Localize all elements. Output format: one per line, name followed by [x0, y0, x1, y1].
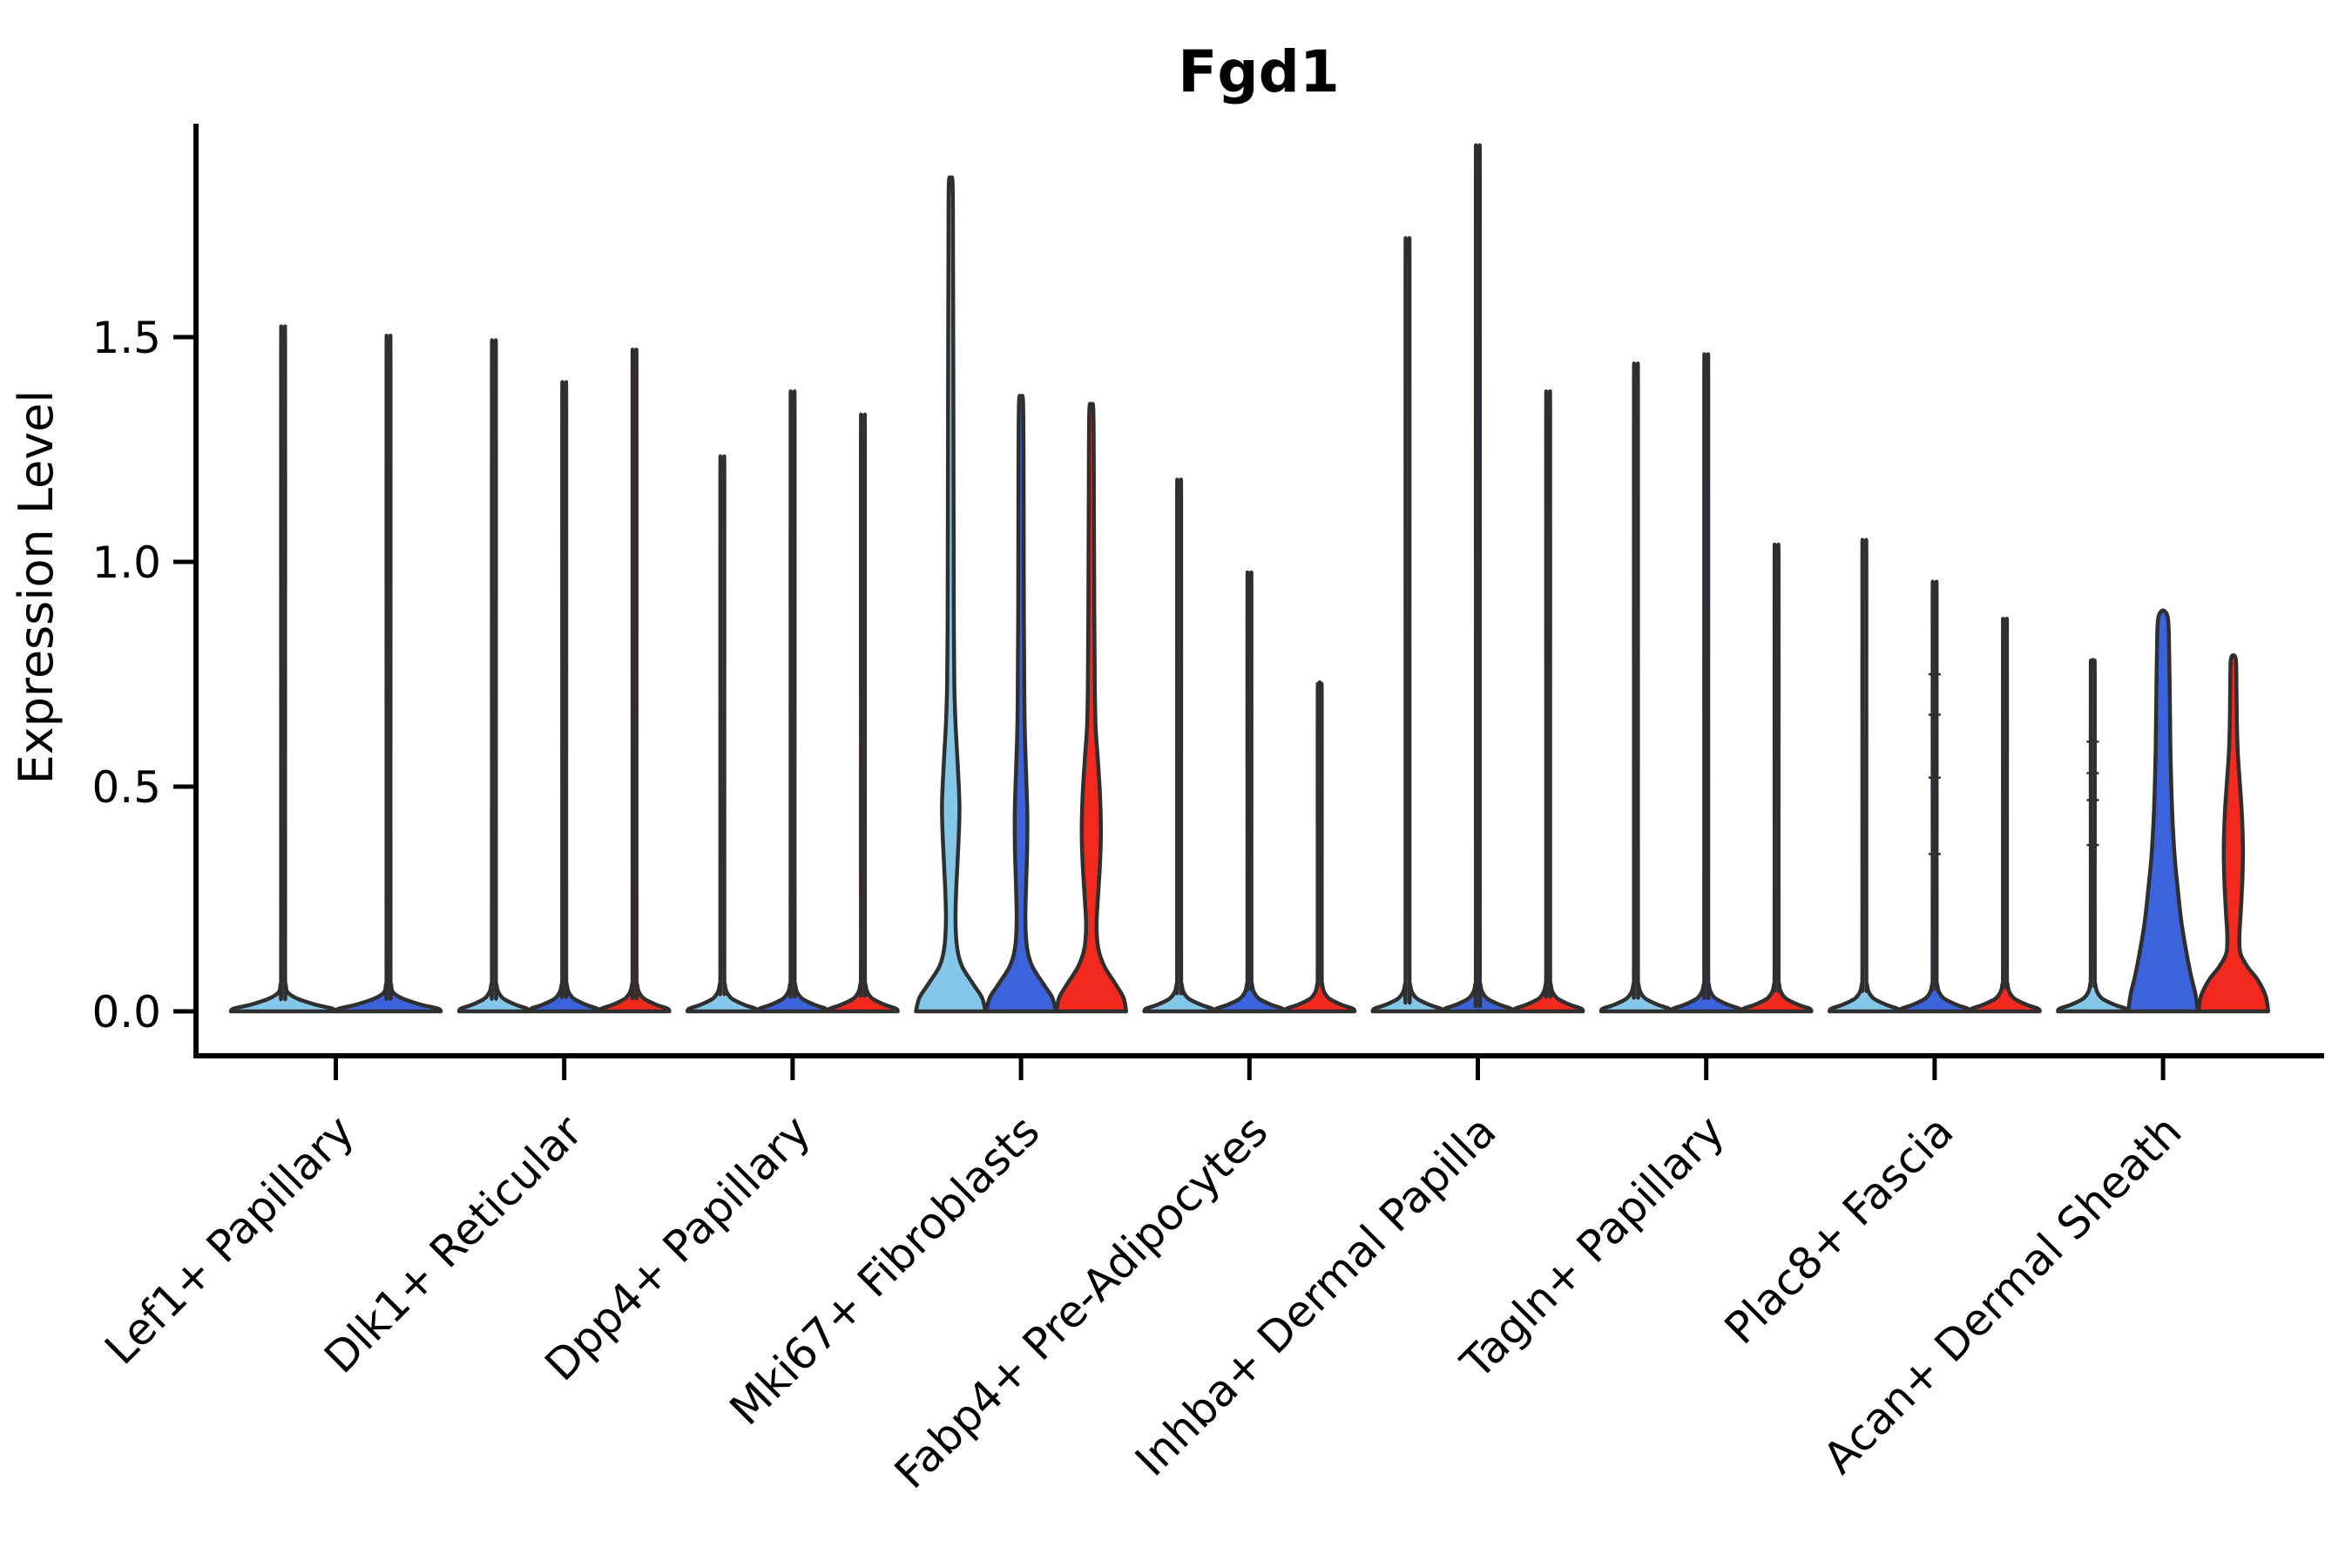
- violin-6-light-blue: [1598, 362, 1673, 1014]
- violins-layer: [228, 143, 2271, 1014]
- violin-1-red: [598, 348, 672, 1014]
- violin-1-light-blue: [456, 338, 531, 1014]
- violin-5-blue: [1441, 143, 1515, 1014]
- violin-2-blue: [755, 389, 830, 1014]
- violin-4-light-blue: [1142, 477, 1216, 1014]
- violin-0-blue: [334, 333, 443, 1014]
- violin-2-light-blue: [685, 454, 760, 1014]
- x-tick-label: Plac8+ Fascia: [1715, 1105, 1963, 1354]
- y-axis-ticks: 0.0 0.5 1.0 1.5: [91, 313, 196, 1037]
- violin-0-light-blue: [228, 324, 338, 1014]
- violin-5-red: [1511, 389, 1585, 1014]
- violin-8-blue: [2126, 608, 2200, 1014]
- violin-4-red: [1282, 680, 1357, 1014]
- violin-5-light-blue: [1370, 236, 1445, 1014]
- x-tick-label: Inhba+ Dermal Papilla: [1125, 1105, 1505, 1485]
- violin-7-blue: [1897, 579, 1972, 1014]
- violin-1-blue: [527, 380, 601, 1014]
- y-tick-label: 1.5: [91, 313, 161, 363]
- plot-title: Fgd1: [1178, 38, 1340, 105]
- violin-7-light-blue: [1827, 537, 1902, 1014]
- y-tick-label: 0.0: [91, 987, 161, 1037]
- violin-8-red: [2196, 653, 2271, 1014]
- y-tick-label: 1.0: [91, 537, 161, 588]
- violin-4-blue: [1213, 571, 1287, 1014]
- y-axis-label: Expression Level: [9, 390, 64, 785]
- y-tick-label: 0.5: [91, 762, 161, 813]
- x-tick-label: Fabp4+ Pre-Adipocytes: [885, 1105, 1278, 1498]
- violin-3-light-blue: [914, 175, 988, 1014]
- violin-8-light-blue: [2056, 658, 2130, 1014]
- violin-3-blue: [983, 394, 1058, 1014]
- violin-6-blue: [1669, 352, 1743, 1014]
- x-tick-label: Lef1+ Papillary: [95, 1105, 363, 1374]
- violin-7-red: [1968, 617, 2042, 1014]
- violin-2-red: [826, 412, 900, 1014]
- x-axis-ticks: Lef1+ Papillary Dlk1+ Reticular Dpp4+ Pa…: [95, 1056, 2191, 1498]
- violin-6-red: [1740, 543, 1814, 1014]
- violin-3-red: [1054, 402, 1129, 1014]
